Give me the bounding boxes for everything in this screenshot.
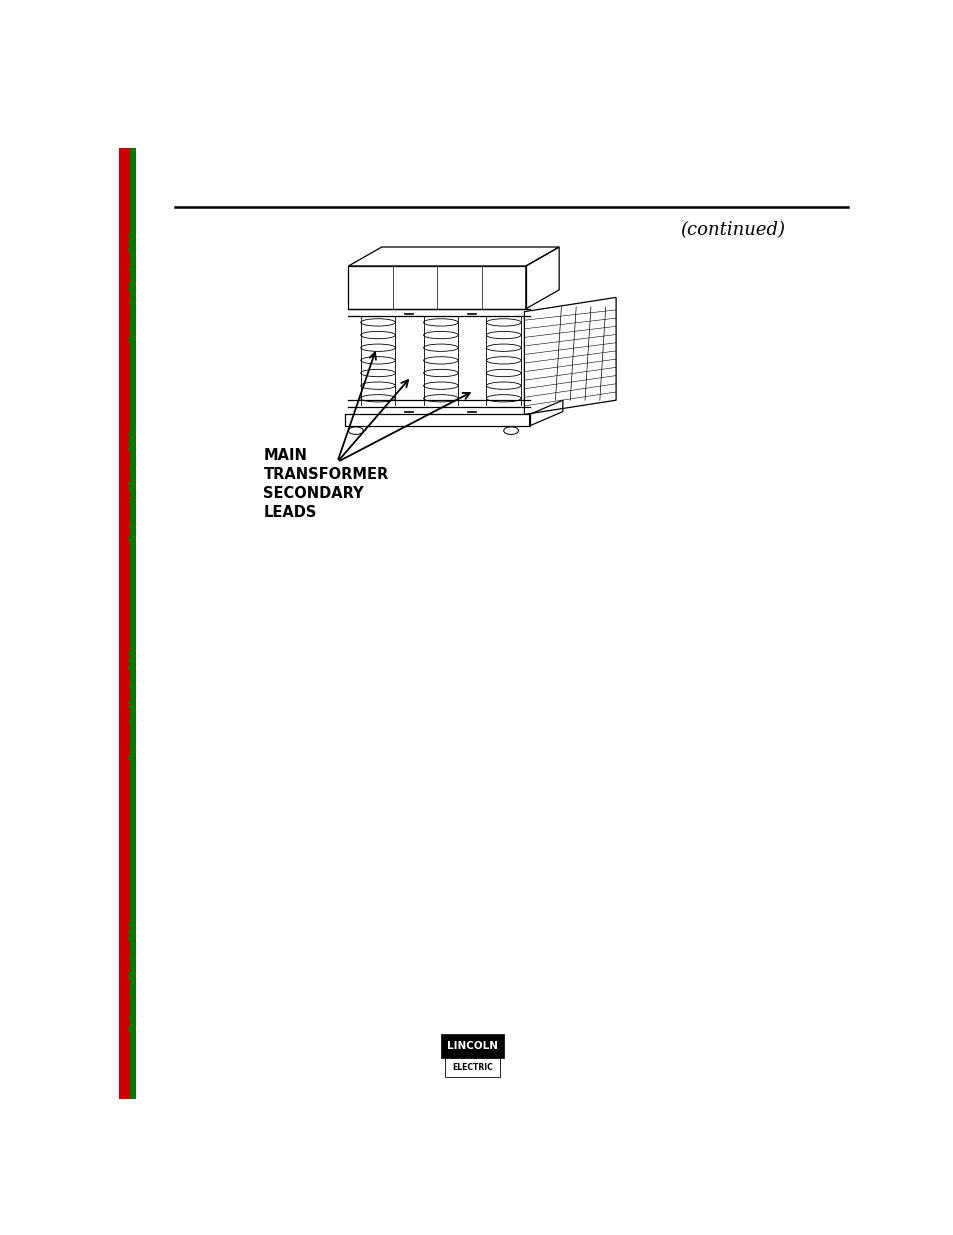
Text: (continued): (continued) xyxy=(679,221,784,240)
Bar xyxy=(344,415,529,426)
Text: Return to Master TOC: Return to Master TOC xyxy=(129,430,137,541)
Text: Return to Section TOC: Return to Section TOC xyxy=(120,647,129,761)
Text: Return to Master TOC: Return to Master TOC xyxy=(129,920,137,1031)
Text: LINCOLN: LINCOLN xyxy=(447,1041,497,1051)
Bar xyxy=(348,266,525,309)
Text: Return to Master TOC: Return to Master TOC xyxy=(129,650,137,760)
Text: Return to Master TOC: Return to Master TOC xyxy=(129,231,137,342)
Text: Return to Section TOC: Return to Section TOC xyxy=(120,919,129,1032)
Bar xyxy=(444,1058,500,1077)
Text: MAIN
TRANSFORMER
SECONDARY
LEADS: MAIN TRANSFORMER SECONDARY LEADS xyxy=(263,448,388,520)
Text: Return to Section TOC: Return to Section TOC xyxy=(120,230,129,343)
Bar xyxy=(441,1034,503,1058)
Bar xyxy=(130,148,136,1099)
Text: ELECTRIC: ELECTRIC xyxy=(452,1063,493,1072)
Bar xyxy=(119,148,130,1099)
Text: Return to Section TOC: Return to Section TOC xyxy=(120,429,129,542)
